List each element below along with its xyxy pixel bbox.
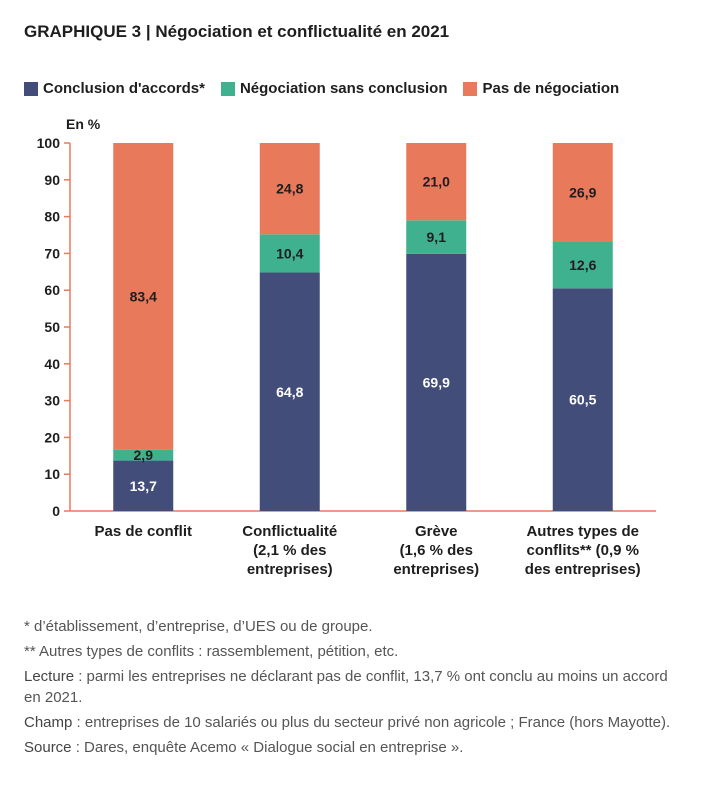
bar-segment-pas-negociation bbox=[259, 143, 320, 235]
data-label-negociation: 12,6 bbox=[569, 257, 596, 273]
y-tick-label: 10 bbox=[44, 466, 60, 482]
chart-title: GRAPHIQUE 3 | Négociation et conflictual… bbox=[24, 22, 450, 41]
x-tick-label-line: conflits** (0,9 % bbox=[526, 542, 639, 559]
champ-note: Champ : entreprises de 10 salariés ou pl… bbox=[24, 712, 684, 733]
y-tick-label: 20 bbox=[44, 429, 60, 445]
x-tick-label-line: Autres types de bbox=[526, 523, 639, 540]
x-tick-label-line: des entreprises) bbox=[525, 561, 641, 578]
x-tick-label-line: entreprises) bbox=[247, 561, 333, 578]
x-tick-label-line: (1,6 % des bbox=[400, 542, 473, 559]
bar-segment-negociation bbox=[552, 241, 613, 289]
x-tick-label: Grève (1,6 % des entreprises) bbox=[393, 523, 479, 578]
bar-segment-conclusion bbox=[113, 460, 174, 511]
x-tick-label: Pas de conflit bbox=[94, 523, 192, 540]
legend: Conclusion d'accords* Négociation sans c… bbox=[24, 80, 635, 97]
bar-segment-pas-negociation bbox=[113, 143, 174, 450]
source-key: Source bbox=[24, 739, 72, 756]
y-axis: 0 10 20 30 40 50 60 70 80 90 100 bbox=[37, 135, 656, 519]
source-note: Source : Dares, enquête Acemo « Dialogue… bbox=[24, 737, 684, 758]
data-label-negociation: 9,1 bbox=[427, 229, 447, 245]
legend-item-conclusion: Conclusion d'accords* bbox=[24, 80, 205, 97]
y-tick-label: 0 bbox=[52, 503, 60, 519]
data-label-pas-negociation: 26,9 bbox=[569, 184, 596, 200]
legend-label-negociation: Négociation sans conclusion bbox=[239, 80, 448, 97]
y-tick-label: 80 bbox=[44, 209, 60, 225]
x-tick-label-line: Pas de conflit bbox=[94, 523, 192, 540]
data-label-conclusion: 69,9 bbox=[423, 374, 450, 390]
legend-item-pas-negociation: Pas de négociation bbox=[463, 80, 619, 97]
legend-swatch-conclusion bbox=[24, 81, 38, 96]
x-tick-label-line: (2,1 % des bbox=[253, 542, 326, 559]
bar-segment-conclusion bbox=[552, 288, 613, 511]
legend-label-conclusion: Conclusion d'accords* bbox=[43, 80, 205, 97]
lecture-key: Lecture bbox=[24, 668, 75, 685]
bar-segment-negociation bbox=[406, 220, 467, 254]
y-axis-unit: En % bbox=[66, 116, 101, 132]
bar-segment-conclusion bbox=[259, 272, 320, 511]
notes: * d’établissement, d’entreprise, d’UES o… bbox=[24, 616, 684, 762]
data-label-negociation: 2,9 bbox=[134, 447, 154, 463]
y-tick-label: 40 bbox=[44, 356, 60, 372]
y-tick-label: 90 bbox=[44, 172, 60, 188]
bar-segment-negociation bbox=[113, 449, 174, 461]
footnote-2: ** Autres types de conflits : rassemblem… bbox=[24, 643, 399, 660]
data-label-pas-negociation: 21,0 bbox=[423, 174, 450, 190]
champ-text: : entreprises de 10 salariés ou plus du … bbox=[72, 714, 671, 731]
bar-segment-negociation bbox=[259, 234, 320, 273]
data-label-conclusion: 64,8 bbox=[276, 384, 303, 400]
x-axis-labels: Pas de conflit Conflictualité (2,1 % des en… bbox=[94, 523, 640, 578]
legend-item-negociation: Négociation sans conclusion bbox=[220, 80, 448, 97]
legend-label-pas-negociation: Pas de négociation bbox=[482, 80, 620, 97]
lecture-text: : parmi les entreprises ne déclarant pas… bbox=[24, 668, 668, 706]
y-tick-label: 70 bbox=[44, 245, 60, 261]
data-label-conclusion: 60,5 bbox=[569, 392, 596, 408]
data-label-negociation: 10,4 bbox=[276, 245, 303, 261]
x-tick-label-line: Conflictualité bbox=[242, 523, 337, 540]
bar-segment-pas-negociation bbox=[406, 143, 467, 221]
x-tick-label: Conflictualité (2,1 % des entreprises) bbox=[242, 523, 337, 578]
stacked-bar-chart: 0 10 20 30 40 50 60 70 80 90 100 13,7 2,9 83,4 64,8 10… bbox=[37, 135, 656, 578]
footnote-1: * d’établissement, d’entreprise, d’UES o… bbox=[24, 618, 373, 635]
y-tick-label: 60 bbox=[44, 282, 60, 298]
data-label-pas-negociation: 83,4 bbox=[130, 288, 157, 304]
lecture-note: Lecture : parmi les entreprises ne décla… bbox=[24, 666, 684, 708]
x-tick-label-line: Grève bbox=[415, 523, 458, 540]
champ-key: Champ bbox=[24, 714, 73, 731]
source-text: : Dares, enquête Acemo « Dialogue social… bbox=[71, 739, 464, 756]
legend-swatch-pas-negociation bbox=[463, 81, 478, 96]
y-tick-label: 100 bbox=[37, 135, 61, 151]
bar-segment-pas-negociation bbox=[552, 143, 613, 242]
legend-swatch-negociation bbox=[220, 81, 235, 96]
bar-segment-conclusion bbox=[406, 253, 467, 511]
y-tick-label: 30 bbox=[44, 393, 60, 409]
x-tick-label-line: entreprises) bbox=[393, 561, 479, 578]
data-label-conclusion: 13,7 bbox=[130, 478, 157, 494]
data-label-pas-negociation: 24,8 bbox=[276, 181, 303, 197]
y-tick-label: 50 bbox=[44, 319, 60, 335]
x-tick-label: Autres types de conflits** (0,9 % des entr… bbox=[525, 523, 641, 578]
bars: 13,7 2,9 83,4 64,8 10,4 24,8 69,9 9,1 21,0 60,5 12… bbox=[113, 143, 613, 511]
